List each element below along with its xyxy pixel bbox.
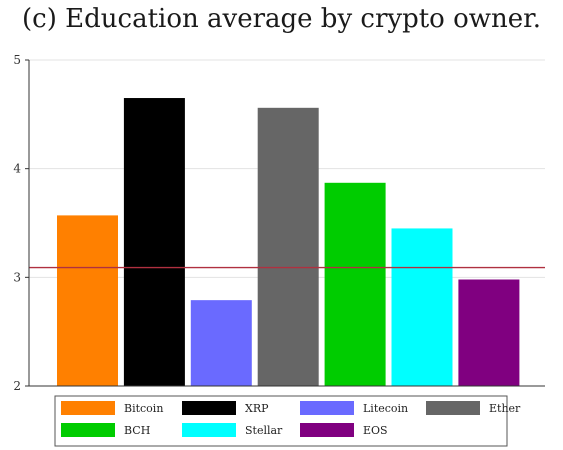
- y-tick-label-2: 2: [13, 379, 21, 393]
- legend-swatch-bch: [61, 423, 115, 437]
- legend-label-xrp: XRP: [245, 402, 269, 415]
- bar-eos: [458, 279, 520, 386]
- bar-litecoin: [190, 300, 252, 386]
- legend-label-litecoin: Litecoin: [363, 402, 408, 415]
- legend-label-eos: EOS: [363, 424, 388, 437]
- legend-swatch-xrp: [182, 401, 236, 415]
- bar-bitcoin: [57, 215, 118, 386]
- y-tick-label-5: 5: [13, 53, 21, 67]
- y-tick-label-3: 3: [13, 270, 21, 284]
- legend-label-bch: BCH: [124, 424, 150, 437]
- legend-label-bitcoin: Bitcoin: [124, 402, 163, 415]
- legend-swatch-ether: [426, 401, 480, 415]
- bar-stellar: [391, 228, 453, 386]
- bar-bch: [324, 182, 386, 386]
- bars: [57, 98, 520, 387]
- legend-swatch-stellar: [182, 423, 236, 437]
- legend-swatch-eos: [300, 423, 354, 437]
- legend-swatch-bitcoin: [61, 401, 115, 415]
- bar-xrp: [123, 98, 185, 387]
- legend-label-stellar: Stellar: [245, 424, 283, 437]
- legend-swatch-litecoin: [300, 401, 354, 415]
- legend: Bitcoin XRP Litecoin Ether BCH Stellar EOS: [54, 395, 521, 447]
- axes: 2 3 4 5: [13, 53, 545, 393]
- legend-label-ether: Ether: [489, 402, 521, 415]
- y-tick-label-4: 4: [13, 162, 21, 176]
- chart-title: (c) Education average by crypto owner.: [22, 4, 541, 34]
- bar-ether: [257, 107, 319, 387]
